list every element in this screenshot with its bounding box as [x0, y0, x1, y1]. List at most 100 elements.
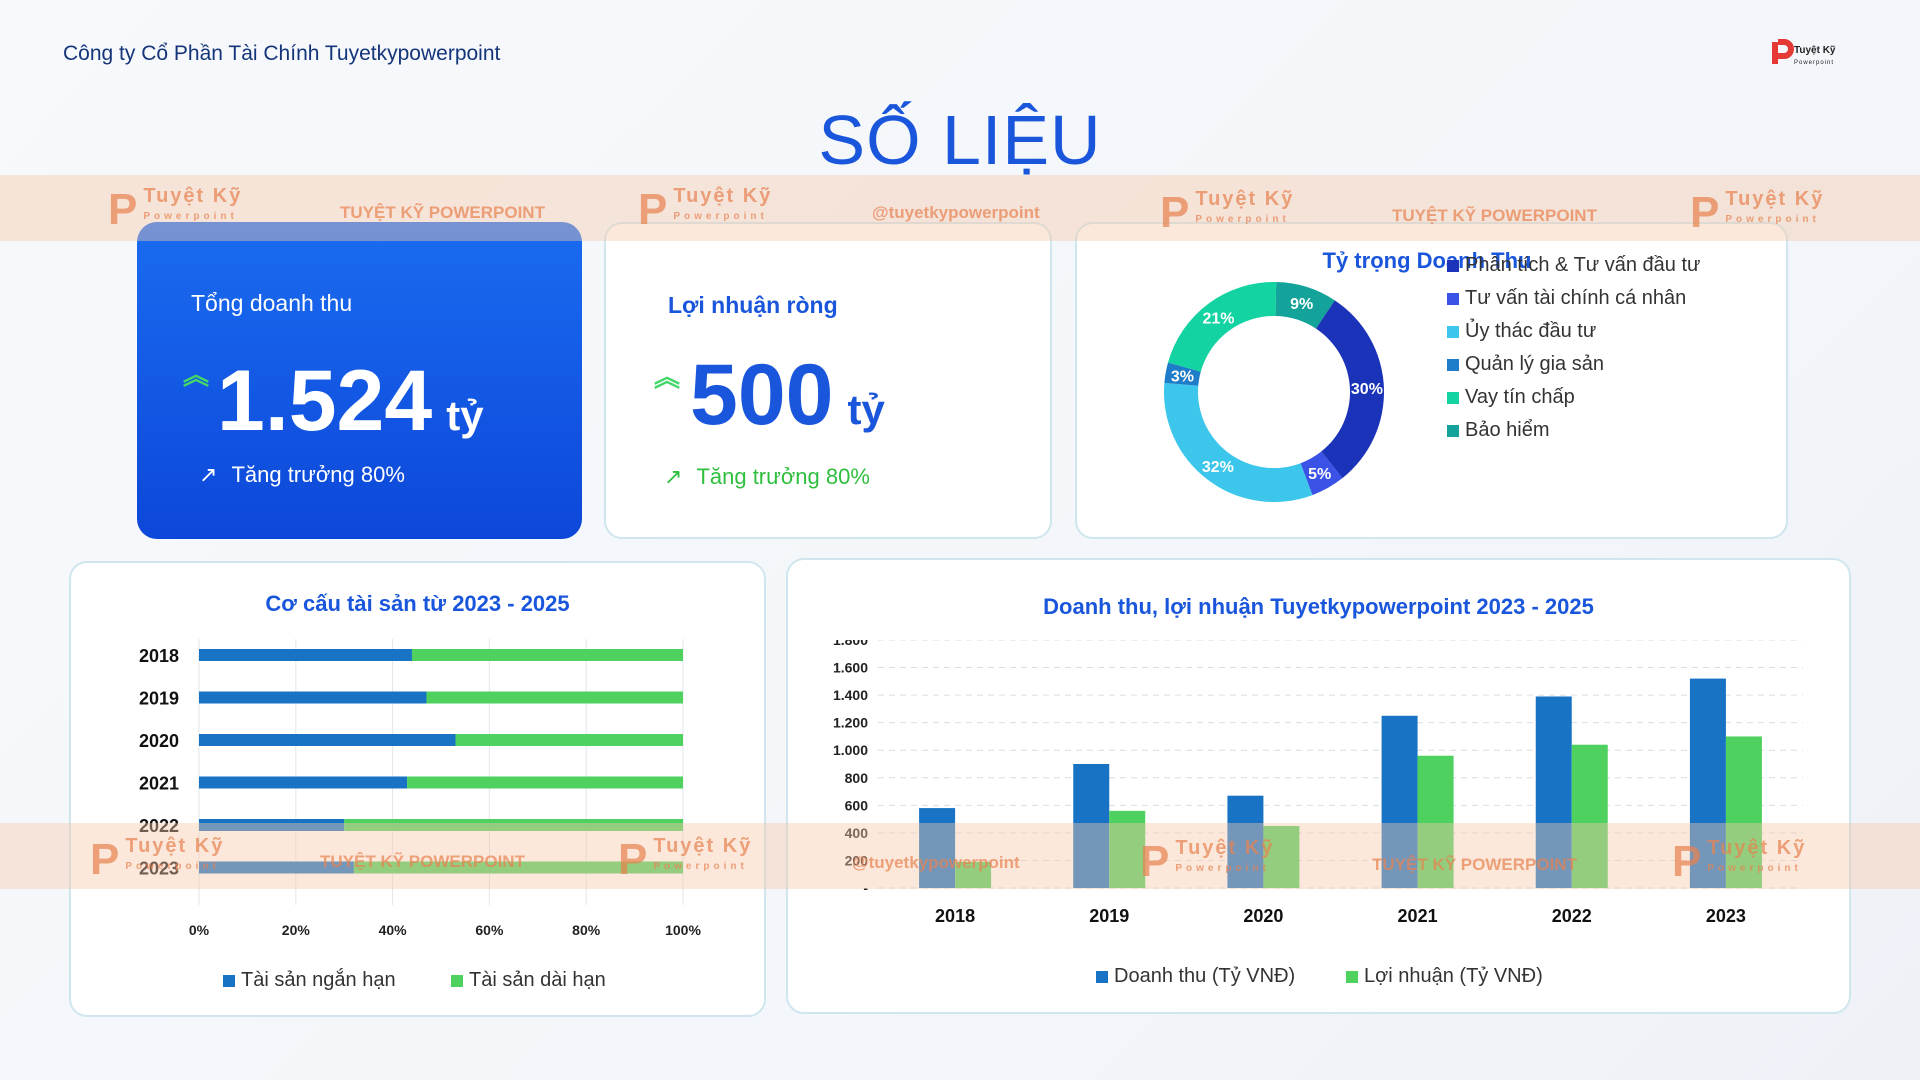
legend-item: Lợi nhuận (Tỷ VNĐ) [1346, 965, 1543, 988]
bar [1689, 678, 1726, 888]
asset-structure-card: Cơ cấu tài sản từ 2023 - 2025 0% 20% 40% 60… [69, 561, 766, 1017]
legend-item: Phân tích & Tư vấn đầu tư [1447, 254, 1700, 277]
bar [1571, 744, 1608, 888]
x-tick-label: 80% [572, 922, 601, 938]
legend-item: Quản lý gia sản [1447, 353, 1604, 376]
profit-unit: tỷ [847, 386, 885, 433]
x-tick-label: 2022 [1552, 906, 1592, 926]
y-tick-label: 2019 [139, 689, 179, 709]
revenue-profit-title: Doanh thu, lợi nhuận Tuyetkypowerpoint 2… [1043, 594, 1594, 619]
watermark-text: TUYỆT KỸ POWERPOINT [340, 203, 545, 222]
legend-label: Quản lý gia sản [1465, 353, 1604, 375]
legend-item: Tài sản ngắn hạn [223, 969, 396, 992]
bar-segment [199, 776, 408, 789]
legend-swatch [451, 974, 463, 987]
donut-slice [1275, 282, 1335, 329]
profit-label: Lợi nhuận ròng [668, 292, 838, 318]
bar [1227, 795, 1264, 888]
y-tick-label: 1.200 [833, 715, 868, 731]
x-tick-label: 40% [379, 922, 408, 938]
donut-slice-label: 5% [1308, 466, 1331, 483]
legend-label: Phân tích & Tư vấn đầu tư [1465, 254, 1701, 276]
x-tick-label: 0% [189, 922, 210, 938]
bar [1381, 715, 1418, 888]
bar [1535, 696, 1572, 888]
bar [1263, 826, 1300, 888]
donut-slice [1164, 362, 1201, 386]
donut-legend: Phân tích & Tư vấn đầu tư Tư vấn tài chín… [1447, 254, 1777, 514]
y-tick-label: 1.400 [833, 687, 868, 703]
legend-label: Tư vấn tài chính cá nhân [1465, 287, 1687, 309]
donut-chart: 9% 30% 5% 32% 3% 21% [1164, 282, 1384, 502]
legend-swatch [1346, 970, 1358, 983]
bar [1109, 810, 1146, 888]
company-name: Công ty Cổ Phần Tài Chính Tuyetkypowerpo… [63, 42, 501, 65]
legend-swatch [1447, 325, 1459, 338]
y-tick-label: 1.800 [833, 640, 868, 648]
watermark-handle: @tuyetkypowerpoint [872, 203, 1040, 222]
x-tick-label: 2019 [1089, 906, 1129, 926]
y-tick-label: 2020 [139, 731, 179, 751]
revenue-card: Tổng doanh thu ︽ 1.524 tỷ ↗ Tăng trưởng 80… [137, 222, 582, 539]
logo-line1: Tuyệt Kỹ [1794, 45, 1836, 56]
bar [919, 808, 956, 888]
bar-segment [426, 691, 683, 704]
legend-swatch [1447, 391, 1459, 404]
donut-title: Tỷ trọng Doanh Thu [1322, 248, 1532, 273]
y-tick-label: 200 [845, 852, 869, 868]
bar-segment [344, 819, 683, 831]
donut-slice-label: 32% [1202, 459, 1234, 476]
x-tick-label: 2021 [1398, 906, 1438, 926]
revenue-profit-chart: - 200 400 600 800 1.000 1.200 1.400 1.600 1.800 20… [833, 640, 1803, 926]
double-chevron-up-icon: ︽ [654, 362, 681, 392]
profit-value: 500 tỷ [690, 346, 885, 445]
x-tick-label: 2018 [935, 906, 975, 926]
legend-swatch [223, 974, 235, 987]
x-tick-label: 2020 [1243, 906, 1283, 926]
legend-item: Vay tín chấp [1447, 386, 1575, 409]
x-tick-label: 60% [475, 922, 504, 938]
x-tick-label: 2023 [1706, 906, 1746, 926]
bar-segment [353, 861, 683, 874]
legend-item: Tài sản dài hạn [451, 969, 606, 992]
y-tick-label: 1.000 [833, 742, 868, 758]
revenue-share-card: Tỷ trọng Doanh Thu 9% 30% 5% 32% 3% 21% Phân … [1075, 222, 1788, 539]
bar-segment [199, 691, 427, 704]
revenue-growth: ↗ Tăng trưởng 80% [199, 462, 405, 488]
donut-slice [1300, 451, 1343, 496]
legend-label: Doanh thu (Tỷ VNĐ) [1114, 965, 1296, 987]
donut-slice-label: 3% [1171, 369, 1194, 386]
y-tick-label: 400 [845, 825, 869, 841]
legend-item: Ủy thác đầu tư [1447, 320, 1596, 343]
donut-slice [1164, 382, 1313, 502]
legend-swatch [1096, 970, 1108, 983]
bar [1073, 764, 1110, 888]
bar [955, 861, 992, 888]
y-tick-label: 2021 [139, 774, 179, 794]
bar [1417, 755, 1454, 888]
x-tick-label: 100% [665, 922, 701, 938]
legend-swatch [1447, 424, 1459, 437]
asset-structure-chart: 0% 20% 40% 60% 80% 100% 2018 2019 2020 2021 2022 20… [139, 639, 701, 938]
legend-swatch [1447, 358, 1459, 371]
revenue-profit-legend: Doanh thu (Tỷ VNĐ) Lợi nhuận (Tỷ VNĐ) [788, 965, 1849, 995]
y-tick-label: 2023 [139, 859, 179, 879]
legend-swatch [1447, 292, 1459, 305]
arrow-up-right-icon: ↗ [664, 464, 683, 489]
legend-label: Bảo hiểm [1465, 419, 1550, 441]
revenue-unit: tỷ [446, 392, 484, 439]
legend-swatch [1447, 259, 1459, 272]
donut-slice-label: 30% [1351, 381, 1383, 398]
legend-label: Lợi nhuận (Tỷ VNĐ) [1364, 965, 1543, 987]
profit-growth: ↗ Tăng trưởng 80% [664, 464, 870, 490]
double-chevron-up-icon: ︽ [183, 360, 210, 390]
bar-segment [199, 861, 354, 874]
profit-growth-text: Tăng trưởng 80% [696, 464, 870, 489]
y-tick-label: 800 [845, 770, 869, 786]
legend-label: Tài sản ngắn hạn [241, 969, 396, 991]
arrow-up-right-icon: ↗ [199, 462, 218, 487]
bar-segment [411, 649, 683, 661]
legend-label: Vay tín chấp [1465, 386, 1575, 408]
legend-item: Bảo hiểm [1447, 419, 1550, 442]
asset-legend: Tài sản ngắn hạn Tài sản dài hạn [71, 969, 764, 999]
